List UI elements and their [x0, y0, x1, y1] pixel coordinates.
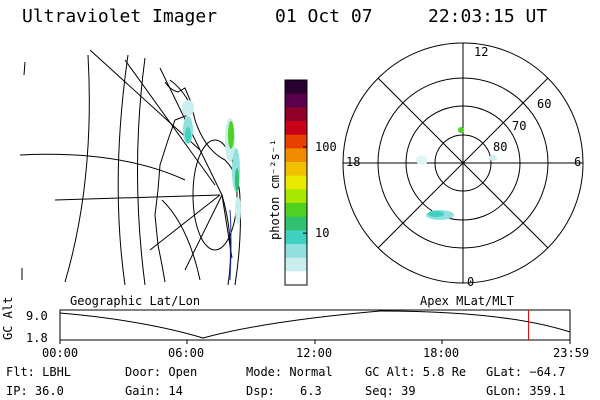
colorbar-segment: [285, 80, 307, 95]
glat-status: GLat: −64.7: [486, 365, 566, 379]
mlat-label-60: 60: [537, 97, 552, 111]
dsp-value: 6.3: [300, 384, 322, 398]
mlat-label-80: 80: [493, 140, 508, 154]
orbit-xtick-0600: 06:00: [168, 346, 205, 360]
mode-status: Mode: Normal: [246, 365, 333, 379]
time-label: 22:03:15 UT: [428, 6, 548, 27]
colorbar-segment: [285, 216, 307, 231]
colorbar-segment: [285, 93, 307, 108]
mlt-label-12: 12: [474, 45, 489, 59]
colorbar-tick-10: 10: [315, 226, 330, 241]
date-label: 01 Oct 07: [275, 6, 373, 27]
mlat-label-70: 70: [512, 119, 527, 133]
altitude-curve: [59, 310, 571, 339]
colorbar-segment: [285, 134, 307, 149]
mlt-label-18: 18: [346, 155, 361, 169]
coastline-blue: [229, 209, 232, 281]
ip-status: IP: 36.0: [6, 384, 64, 398]
gain-status: Gain: 14: [125, 384, 183, 398]
colorbar-segment: [285, 244, 307, 259]
colorbar-segment: [285, 121, 307, 136]
colorbar-segment: [285, 271, 307, 286]
orbit-xtick-1200: 12:00: [296, 346, 333, 360]
mlt-label-0: 0: [467, 275, 475, 289]
gc-alt-status: GC Alt: 5.8 Re: [365, 365, 467, 379]
orbit-ytick-1-8: 1.8: [26, 331, 48, 345]
geographic-title: Geographic Lat/Lon: [70, 294, 201, 308]
colorbar-segment: [285, 107, 307, 122]
colorbar-segment: [285, 257, 307, 272]
colorbar-segment: [285, 230, 307, 245]
auroral-emission: [182, 100, 241, 224]
orbit-xtick-2359: 23:59: [553, 346, 590, 360]
orbit-xtick-1800: 18:00: [423, 346, 460, 360]
dsp-label: Dsp:: [246, 384, 275, 398]
orbit-xtick-0000: 00:00: [42, 346, 79, 360]
orbit-ytick-9: 9.0: [26, 309, 48, 323]
colorbar-segment: [285, 148, 307, 163]
polar-auroral-emission: [416, 127, 497, 220]
orbit-ylabel: GC Alt: [1, 296, 15, 340]
colorbar-segment: [285, 189, 307, 204]
seq-status: Seq: 39: [365, 384, 416, 398]
glon-status: GLon: 359.1: [486, 384, 566, 398]
colorbar-segment: [285, 175, 307, 190]
mlt-label-6: 6: [574, 155, 582, 169]
colorbar-segment: [285, 203, 307, 218]
coastline: [154, 81, 191, 283]
apex-title: Apex MLat/MLT: [420, 294, 514, 308]
colorbar-tick-100: 100: [315, 140, 337, 155]
colorbar-segment: [285, 162, 307, 177]
door-status: Door: Open: [125, 365, 198, 379]
instrument-title: Ultraviolet Imager: [22, 6, 218, 27]
filter-status: Flt: LBHL: [6, 365, 72, 379]
